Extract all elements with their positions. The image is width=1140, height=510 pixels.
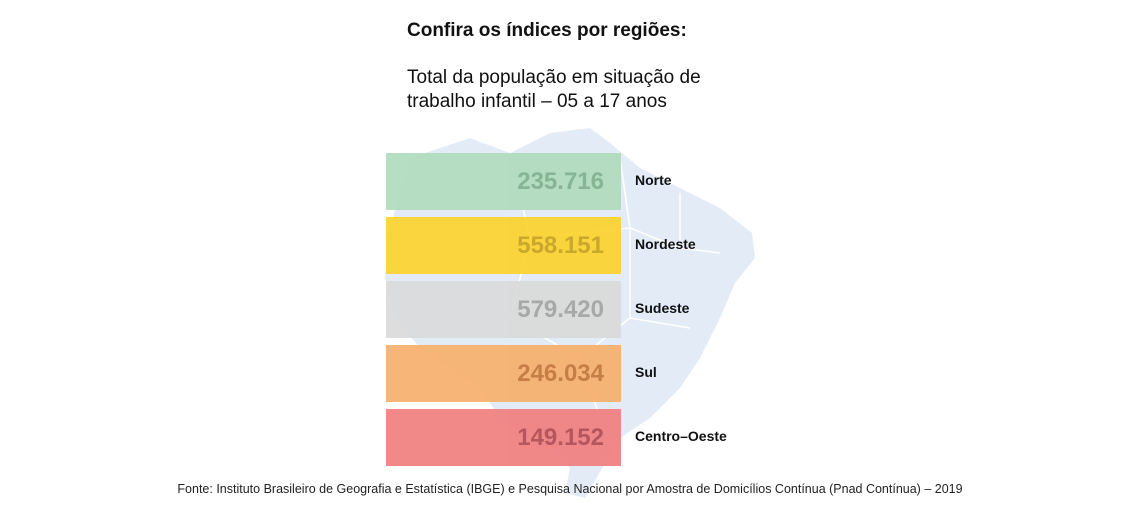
value-label: 246.034 <box>517 359 604 387</box>
region-bar: 235.716 <box>386 153 621 210</box>
region-label: Sul <box>635 364 657 380</box>
value-label: 235.716 <box>517 167 604 195</box>
value-label: 149.152 <box>517 423 604 451</box>
region-label: Centro–Oeste <box>635 428 727 444</box>
chart-subtitle: Total da população em situação de trabal… <box>407 67 701 112</box>
region-bar: 149.152 <box>386 409 621 466</box>
chart-title: Confira os índices por regiões: <box>407 20 687 41</box>
source-note: Fonte: Instituto Brasileiro de Geografia… <box>177 482 963 496</box>
region-label: Nordeste <box>635 236 696 252</box>
region-bar: 558.151 <box>386 217 621 274</box>
region-label: Norte <box>635 172 672 188</box>
region-bar: 579.420 <box>386 281 621 338</box>
region-label: Sudeste <box>635 300 690 316</box>
region-bar: 246.034 <box>386 345 621 402</box>
value-label: 558.151 <box>517 231 604 259</box>
value-label: 579.420 <box>517 295 604 323</box>
